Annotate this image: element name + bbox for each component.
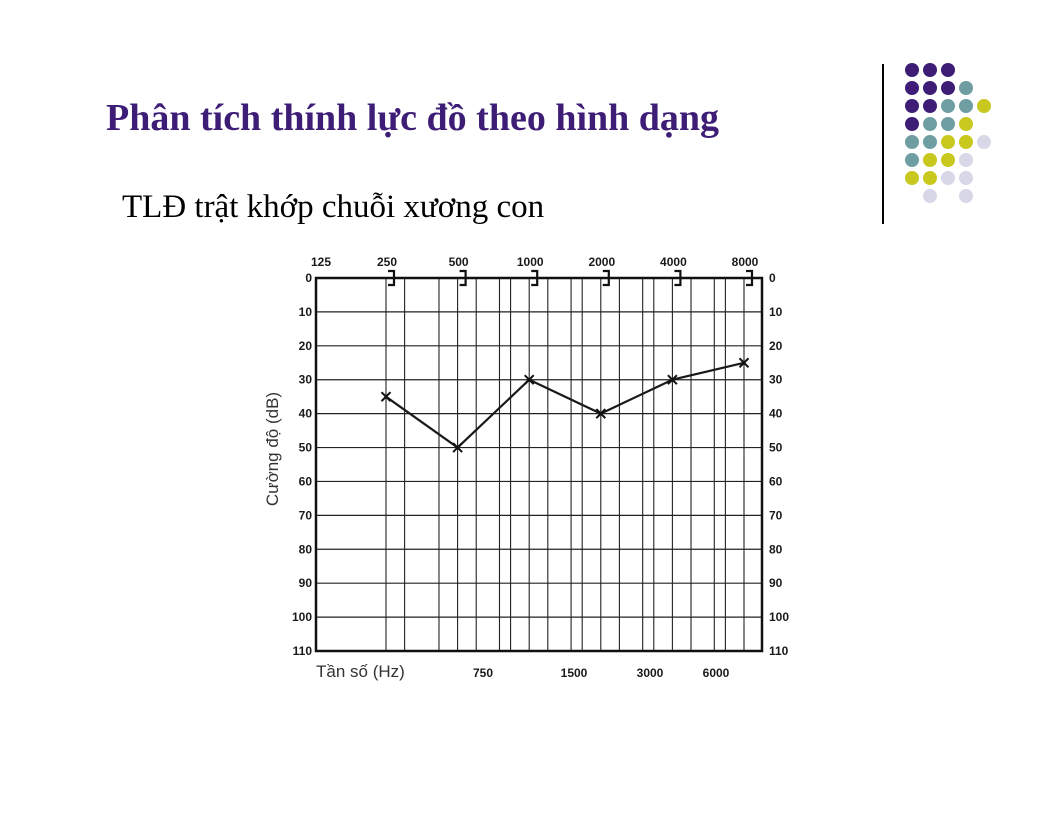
marker-stroke (738, 357, 750, 368)
data-point-x-marker (667, 374, 678, 385)
bone-conduction-marker (674, 269, 682, 287)
y-tick-label-right: 80 (769, 542, 783, 556)
decorative-divider (882, 64, 884, 224)
marker-stroke (523, 374, 535, 385)
y-tick-label-left: 40 (299, 407, 313, 421)
chart-border (314, 276, 764, 653)
y-tick-label-right: 20 (769, 339, 783, 353)
marker-stroke (380, 391, 392, 402)
slide-title: Phân tích thính lực đồ theo hình dạng (106, 97, 720, 139)
data-point-x-marker (380, 391, 392, 402)
bone-conduction-markers (388, 269, 754, 287)
y-tick-label-right: 0 (769, 271, 776, 285)
y-axis-title: Cường độ (dB) (263, 392, 282, 506)
y-tick-label-left: 0 (305, 271, 312, 285)
y-tick-label-right: 70 (769, 508, 783, 522)
x-axis-title: Tần số (Hz) (316, 662, 405, 681)
data-point-x-marker (452, 442, 463, 453)
y-tick-label-right: 110 (769, 644, 789, 658)
x-tick-label-top: 500 (449, 255, 469, 269)
bone-conduction-marker (388, 269, 396, 287)
data-point-x-marker (523, 374, 535, 385)
marker-stroke (452, 442, 463, 453)
y-tick-label-left: 80 (299, 542, 313, 556)
bone-conduction-marker (746, 269, 754, 287)
series-line (385, 361, 745, 449)
bone-conduction-marker (459, 269, 467, 287)
bone-conduction-marker (602, 269, 610, 287)
data-point-x-marker (595, 408, 607, 419)
marker-stroke (667, 374, 678, 385)
bone-conduction-marker (531, 269, 539, 287)
x-tick-label-top: 1000 (517, 255, 544, 269)
chart-grid (316, 277, 762, 652)
x-tick-label-bottom: 750 (473, 666, 493, 680)
x-tick-label-top: 125 (311, 255, 331, 269)
y-tick-label-left: 90 (299, 576, 313, 590)
chart-frame (314, 276, 764, 653)
data-point-x-marker (738, 357, 750, 368)
x-tick-label-bottom: 1500 (561, 666, 588, 680)
x-tick-label-top: 2000 (588, 255, 615, 269)
y-tick-label-right: 50 (769, 441, 783, 455)
marker-stroke (595, 408, 607, 419)
y-tick-label-left: 60 (299, 474, 313, 488)
y-tick-label-left: 50 (299, 441, 313, 455)
y-tick-label-right: 10 (769, 305, 783, 319)
x-tick-label-top: 250 (377, 255, 397, 269)
x-tick-label-bottom: 3000 (637, 666, 664, 680)
y-tick-label-right: 60 (769, 474, 783, 488)
y-tick-label-right: 40 (769, 407, 783, 421)
y-tick-label-right: 30 (769, 373, 783, 387)
y-tick-label-left: 30 (299, 373, 313, 387)
x-tick-label-bottom: 6000 (703, 666, 730, 680)
x-tick-label-top: 4000 (660, 255, 687, 269)
y-tick-label-left: 100 (292, 610, 312, 624)
x-tick-label-top: 8000 (732, 255, 759, 269)
y-tick-label-left: 10 (299, 305, 313, 319)
y-tick-label-left: 110 (293, 644, 313, 658)
y-tick-label-right: 100 (769, 610, 789, 624)
slide-subtitle: TLĐ trật khớp chuỗi xương con (122, 189, 545, 225)
chart-series (380, 357, 750, 453)
y-tick-label-right: 90 (769, 576, 783, 590)
y-tick-label-left: 20 (299, 339, 313, 353)
y-tick-label-left: 70 (299, 508, 313, 522)
